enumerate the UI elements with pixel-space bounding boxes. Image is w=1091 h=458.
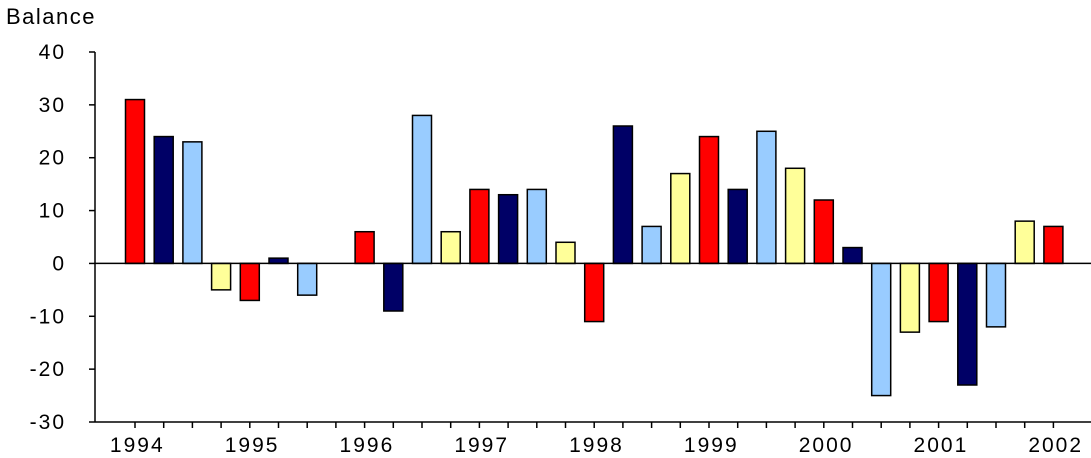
bar-2001-q2 <box>957 262 978 386</box>
bar-1998-q4 <box>670 172 691 265</box>
bar-1997-q1 <box>469 188 490 265</box>
bar-1996-q3 <box>411 114 433 265</box>
bar-2000-q4 <box>899 262 921 333</box>
bar-2002-q1 <box>1043 225 1064 265</box>
bar-1999-q3 <box>756 130 777 265</box>
bar-2000-q3 <box>870 262 892 397</box>
bar-1996-q1 <box>354 230 375 265</box>
y-axis-title: Balance <box>6 4 96 29</box>
bar-1995-q3 <box>296 262 318 296</box>
bar-1994-q3 <box>182 141 203 265</box>
bar-2000-q1 <box>813 199 835 265</box>
bar-2001-q3 <box>985 262 1007 328</box>
x-tick-label: 1996 <box>340 434 395 457</box>
y-tick-label: 0 <box>52 252 66 275</box>
bar-1999-q2 <box>727 188 748 265</box>
bar-1994-q2 <box>153 135 174 265</box>
y-tick-label: 20 <box>39 147 66 170</box>
y-tick-label: 30 <box>39 94 66 117</box>
bar-1995-q1 <box>239 262 261 302</box>
x-tick-label: 1998 <box>569 434 624 457</box>
y-tick-label: -20 <box>30 358 66 381</box>
y-tick-label: -30 <box>30 411 66 434</box>
bar-1997-q3 <box>526 188 548 265</box>
x-tick-label: 1997 <box>454 434 509 457</box>
bar-2000-q2 <box>842 246 863 265</box>
bar-1996-q2 <box>383 262 404 312</box>
y-tick-label: -10 <box>30 305 66 328</box>
x-axis-ticks: 1994 1995 1996 1997 1998 1999 2000 2001 2002 <box>110 422 1083 457</box>
bar-2001-q4 <box>1014 220 1035 265</box>
x-tick-label: 1995 <box>225 434 280 457</box>
bar-1996-q4 <box>440 230 461 265</box>
x-tick-label: 1999 <box>684 434 739 457</box>
x-tick-label: 2001 <box>914 434 969 457</box>
bar-2001-q1 <box>928 262 949 323</box>
y-tick-label: 10 <box>39 200 66 223</box>
x-tick-label: 2002 <box>1028 434 1083 457</box>
bar-1998-q1 <box>583 262 605 323</box>
bar-1995-q2 <box>268 257 289 265</box>
x-tick-label: 2000 <box>799 434 854 457</box>
bar-1998-q3 <box>641 225 662 265</box>
bar-1997-q2 <box>497 193 519 265</box>
bar-1999-q4 <box>784 167 806 265</box>
bar-1999-q1 <box>698 135 720 265</box>
y-axis-ticks: -30 -20 -10 0 10 20 30 40 <box>30 41 95 434</box>
bars <box>124 98 1064 397</box>
bar-1997-q4 <box>555 241 576 265</box>
bar-1998-q2 <box>612 125 634 265</box>
x-tick-label: 1994 <box>110 434 165 457</box>
bar-1994-q1 <box>124 98 146 265</box>
y-tick-label: 40 <box>39 41 66 64</box>
bar-1994-q4 <box>210 262 232 291</box>
